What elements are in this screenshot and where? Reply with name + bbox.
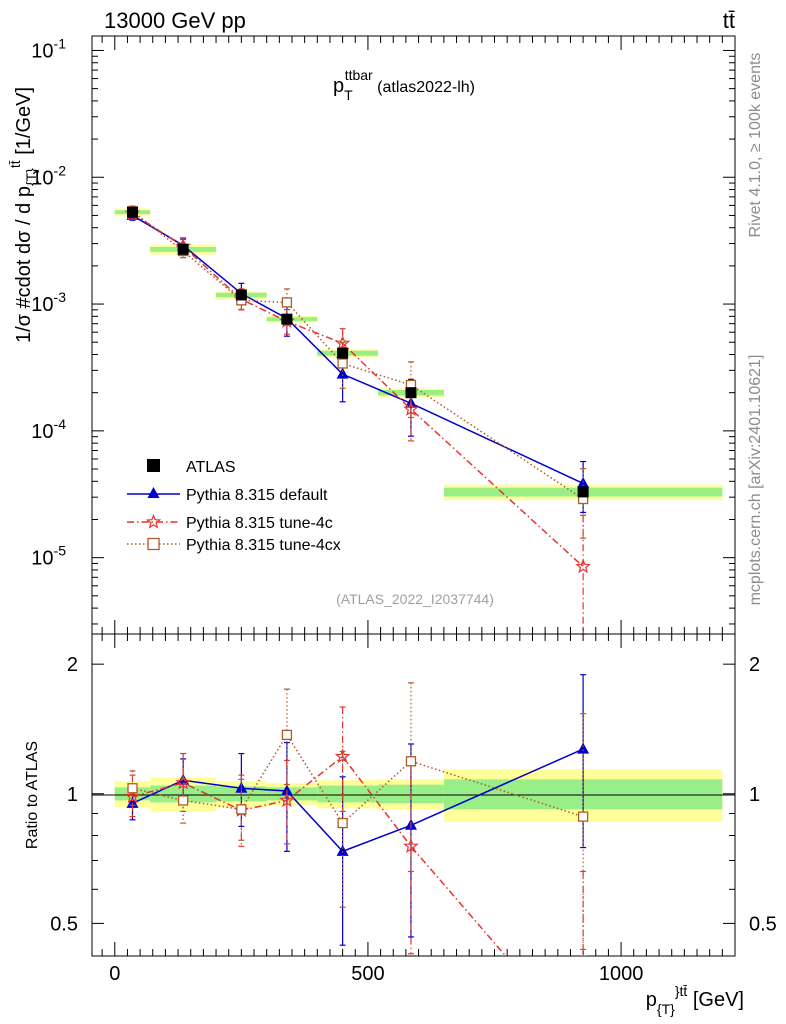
- atlas-point: [337, 347, 349, 359]
- ratio-y-tick-label-left: 0.5: [50, 913, 78, 935]
- ratio-point: [337, 817, 348, 829]
- series-point: [577, 476, 590, 488]
- main-y-axis: 10-5 10-4 10-3 10-2 10-1: [31, 35, 735, 625]
- series-line: [132, 212, 584, 568]
- rivet-version-label: Rivet 4.1.0, ≥ 100k events: [747, 53, 764, 238]
- ratio-band-inner: [317, 785, 379, 803]
- analysis-id-label: (ATLAS_2022_I2037744): [336, 591, 494, 607]
- legend-default-marker: [147, 487, 160, 498]
- x-tick-label: 500: [351, 963, 384, 985]
- ratio-point: [336, 844, 349, 856]
- legend-tune4c-label: Pythia 8.315 tune-4c: [186, 515, 333, 532]
- legend-tune4cx-marker: [147, 537, 160, 551]
- x-axis-label: p{T}}tt̄ [GeV]: [646, 983, 744, 1017]
- atlas-point: [405, 387, 417, 399]
- plot-title: pTttbar (atlas2022-lh): [333, 67, 475, 103]
- ratio-point: [177, 795, 189, 806]
- ratio-series-2: [127, 682, 589, 951]
- series-point: [336, 367, 349, 379]
- ratio-y-axis: 0.5 0.5 1 1 2 2: [50, 654, 777, 935]
- x-tick-label: 1000: [599, 963, 644, 985]
- ratio-y-tick-label-right: 2: [749, 654, 760, 676]
- legend-atlas-label: ATLAS: [186, 459, 236, 476]
- ratio-point: [405, 756, 417, 767]
- ratio-y-tick-label-left: 1: [67, 784, 78, 806]
- ratio-plot-frame: [91, 633, 736, 957]
- ratio-point: [235, 781, 248, 793]
- legend: ATLAS Pythia 8.315 default Pythia 8.315 …: [127, 459, 341, 554]
- ratio-y-tick-label-left: 2: [67, 654, 78, 676]
- series-point: [575, 558, 591, 574]
- atlas-point: [127, 206, 139, 218]
- ratio-point: [403, 838, 419, 853]
- y-tick-label: 10-3: [31, 289, 66, 316]
- main-x-axis-ticks: [101, 36, 736, 634]
- main-series: [124, 205, 591, 635]
- mcplots-label: mcplots.cern.ch [arXiv:2401.10621]: [747, 355, 764, 606]
- y-tick-label: 10-2: [31, 162, 66, 189]
- ratio-point: [127, 783, 138, 794]
- ratio-point: [279, 792, 295, 808]
- ratio-point: [236, 804, 247, 815]
- atlas-point: [281, 313, 293, 325]
- ratio-uncertainty-bands: [114, 769, 723, 822]
- atlas-data-points: [127, 206, 589, 498]
- y-tick-label: 10-5: [31, 543, 66, 570]
- main-y-axis-label: 1/σ #cdot dσ / d p{T}tt̄ [1/GeV]: [7, 87, 39, 343]
- y-tick-label: 10-1: [31, 35, 66, 62]
- ratio-point: [281, 729, 293, 741]
- series-1: [124, 205, 591, 635]
- series-point: [334, 335, 351, 350]
- series-point: [337, 358, 348, 369]
- ratio-point: [577, 742, 590, 754]
- legend-atlas-marker: [147, 459, 160, 472]
- ratio-point: [175, 774, 191, 790]
- legend-star-shape: [145, 513, 162, 529]
- main-uncertainty-bands: [114, 208, 723, 501]
- y-tick-label: 10-4: [31, 416, 66, 443]
- atlas-point: [235, 289, 247, 301]
- ratio-y-axis-label: Ratio to ATLAS: [24, 741, 41, 849]
- legend-tune4c-marker: [145, 513, 162, 529]
- series-point: [281, 297, 293, 308]
- ratio-y-tick-label-right: 0.5: [749, 913, 777, 935]
- ratio-series: [124, 674, 590, 956]
- legend-tune4cx-label: Pythia 8.315 tune-4cx: [186, 537, 341, 554]
- x-tick-label: 0: [109, 963, 120, 985]
- legend-default-label: Pythia 8.315 default: [186, 487, 328, 504]
- header-energy-label: 13000 GeV pp: [104, 8, 246, 33]
- header-process-label: tt̄: [723, 8, 735, 33]
- atlas-point: [577, 486, 589, 498]
- ratio-y-tick-label-right: 1: [749, 784, 760, 806]
- ratio-point: [577, 811, 589, 822]
- atlas-point: [177, 243, 189, 255]
- series-point: [403, 401, 419, 416]
